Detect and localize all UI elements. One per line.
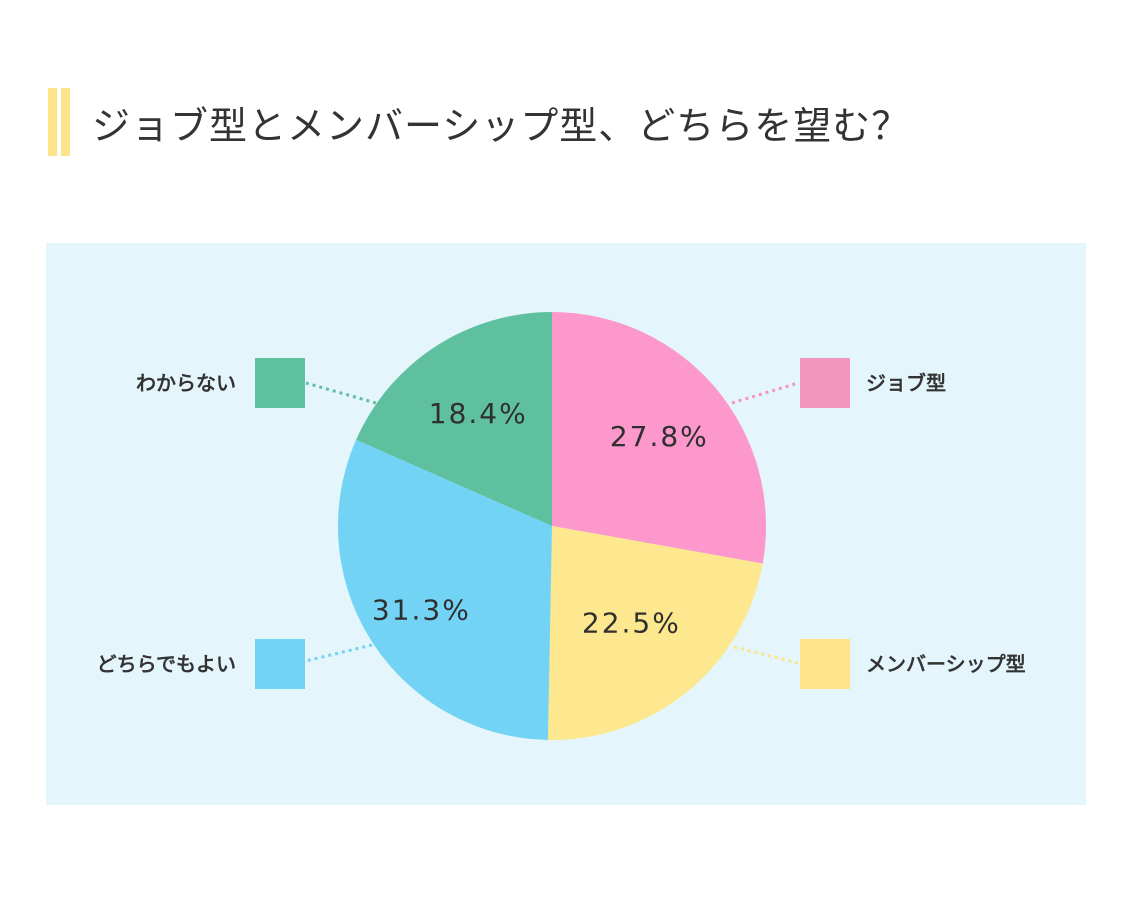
percent-label-1: 27.8% [610,420,709,453]
chart-title-block: ジョブ型とメンバーシップ型、どちらを望む？ [48,88,910,156]
legend-swatch-4 [255,358,305,408]
pie-slice-2 [547,526,763,740]
legend-swatch-2 [800,639,850,689]
title-accent-bar [48,88,70,156]
pie-slice-4 [356,312,552,526]
legend-connector-2 [733,645,799,665]
legend-connector-1 [731,381,799,405]
pie-slice-1 [552,312,766,564]
pie-slice-3 [338,439,552,740]
legend-label-3: どちらでもよい [97,652,236,676]
title-accent-stripe-1 [48,88,57,156]
legend-connectors [305,381,799,665]
legend-connector-4 [305,381,377,405]
legend-swatch-1 [800,358,850,408]
legend-label-1: ジョブ型 [866,371,946,395]
chart-panel: 27.8% 22.5% 31.3% 18.4% ジョブ型メンバーシップ型 どちらでもよい… [46,243,1086,805]
percent-label-4: 18.4% [429,397,528,430]
legend-connector-3 [305,643,373,663]
legend-label-2: メンバーシップ型 [866,652,1026,676]
legend-swatch-3 [255,639,305,689]
title-accent-stripe-2 [61,88,70,156]
percent-labels: 27.8% 22.5% 31.3% 18.4% [372,397,709,640]
percent-label-3: 31.3% [372,593,471,626]
pie-slices [338,312,766,740]
legend-label-4: わからない [136,371,236,395]
chart-title: ジョブ型とメンバーシップ型、どちらを望む？ [92,103,911,148]
percent-label-2: 22.5% [582,607,681,640]
